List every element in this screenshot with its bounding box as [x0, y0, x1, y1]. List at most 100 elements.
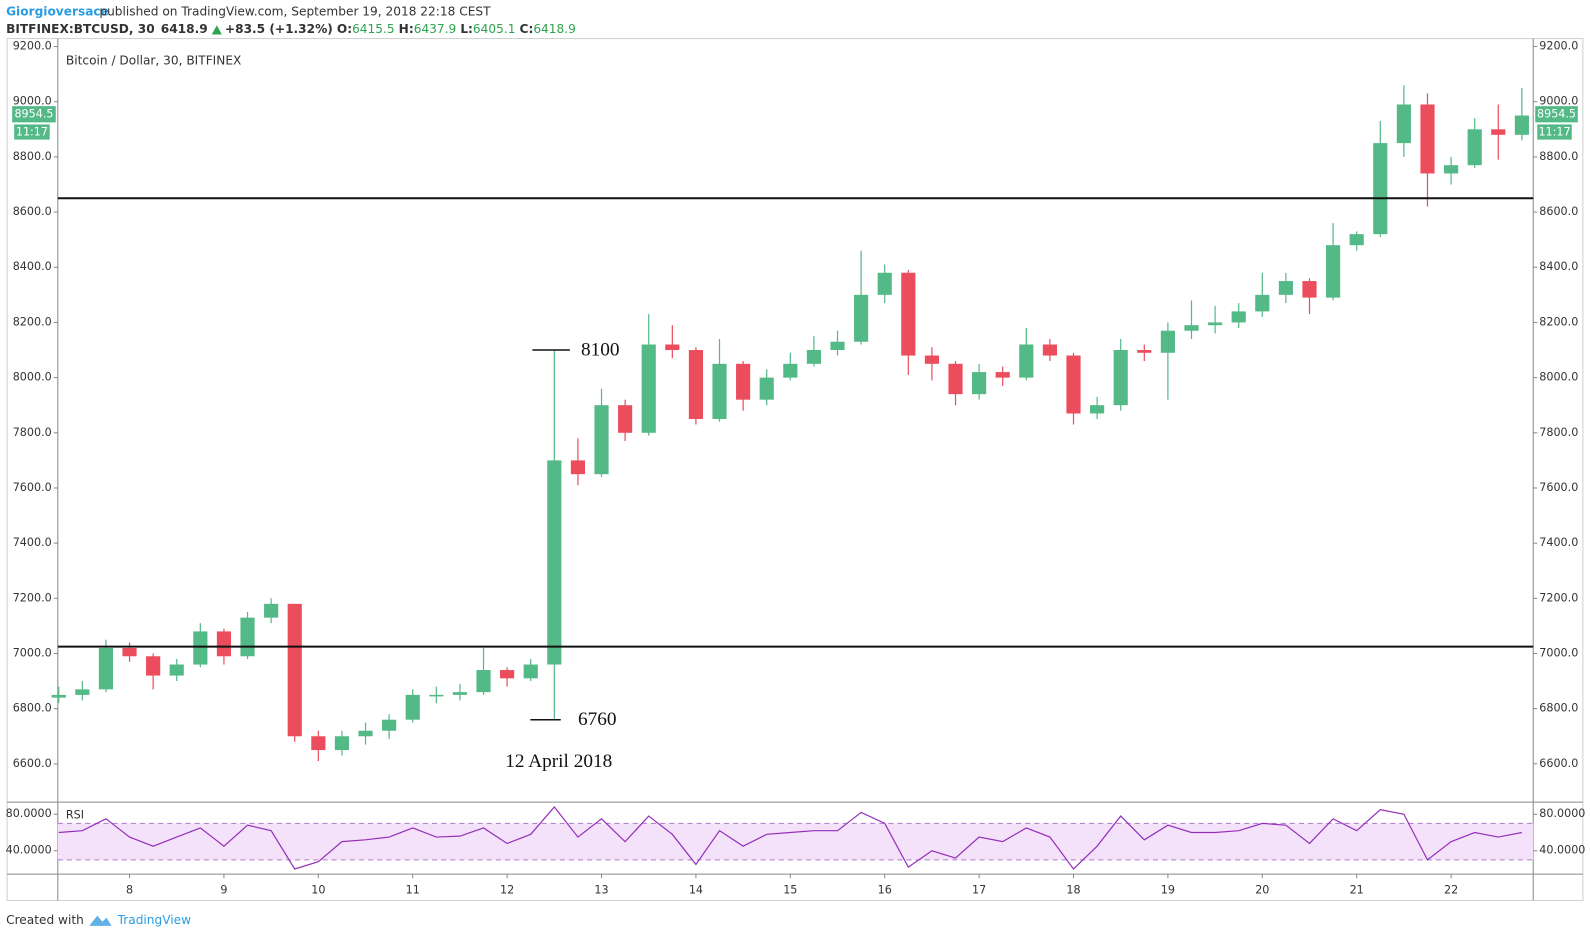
candle-body [264, 603, 279, 618]
footer-logo [89, 915, 112, 926]
quote-value: 6405.1 [473, 22, 516, 36]
published: published on TradingView.com, September … [99, 5, 491, 19]
candle-body [1514, 115, 1529, 135]
x-tick-label: 21 [1350, 883, 1364, 896]
annotation-label: 8100 [581, 339, 620, 360]
quote-value: 6437.9 [414, 22, 457, 36]
y-tick-label: 7200.0 [1539, 591, 1578, 604]
y-tick-label: 7000.0 [13, 646, 52, 659]
x-tick-label: 22 [1444, 883, 1458, 896]
y-tick-label: 6600.0 [13, 757, 52, 770]
candle-body [1090, 405, 1105, 414]
y-tick-label: 7200.0 [13, 591, 52, 604]
y-tick-label: 8000.0 [13, 371, 52, 384]
candle-body [901, 272, 916, 356]
x-tick-label: 9 [220, 883, 227, 896]
y-tick-label: 7600.0 [1539, 481, 1578, 494]
date-label: 12 April 2018 [505, 751, 612, 772]
candle-body [75, 689, 90, 695]
countdown-label: 11:17 [16, 126, 48, 139]
frame [6, 38, 1584, 901]
change: +83.5 (+1.32%) [225, 22, 333, 36]
x-tick-label: 12 [500, 883, 514, 896]
annotation-label: 6760 [578, 709, 617, 730]
rsi-tick-label: 40.0000 [1539, 844, 1585, 857]
candle-body [216, 631, 232, 657]
footer-created: Created with [6, 913, 84, 927]
candle-body [476, 670, 491, 693]
y-tick-label: 9000.0 [1539, 95, 1578, 108]
candle-body [1278, 281, 1293, 295]
candle-body [334, 736, 350, 751]
y-tick-label: 7400.0 [13, 536, 52, 549]
x-tick-label: 10 [311, 883, 325, 896]
y-tick-label: 7800.0 [13, 426, 52, 439]
candle-body [783, 363, 798, 378]
y-tick-label: 7800.0 [1539, 426, 1578, 439]
candle-body [169, 664, 184, 676]
candle-body [948, 363, 963, 395]
candle-body [429, 694, 444, 697]
candle-body [1326, 245, 1341, 298]
candle-body [358, 730, 373, 737]
quote-key: L: [460, 22, 473, 36]
quote-key: C: [520, 22, 534, 36]
candle-body [1255, 294, 1270, 312]
candle-body [1444, 165, 1459, 174]
x-tick-label: 14 [689, 883, 703, 896]
author[interactable]: Giorgioversace [6, 5, 109, 19]
footer-brand[interactable]: TradingView [117, 913, 192, 927]
symbol: BITFINEX:BTCUSD, 30 [6, 22, 155, 36]
last-price: 6418.9 [161, 22, 208, 36]
countdown-tag [1537, 124, 1572, 140]
candle-body [51, 694, 66, 698]
candle-body [523, 664, 538, 679]
candle-body [1066, 355, 1081, 414]
candle-body [712, 363, 727, 419]
rsi-tick-label: 80.0000 [6, 807, 52, 820]
y-tick-label: 7000.0 [1539, 646, 1578, 659]
candle-body [193, 631, 208, 665]
x-tick-label: 15 [783, 883, 797, 896]
y-tick-label: 7400.0 [1539, 536, 1578, 549]
candle-body [1420, 104, 1435, 174]
price-tag [12, 106, 56, 123]
candle-body [1113, 350, 1128, 406]
x-tick-label: 17 [972, 883, 986, 896]
candle-body [1349, 234, 1364, 246]
rsi-line [58, 805, 1523, 870]
candle-body [1467, 129, 1482, 166]
y-tick-label: 9200.0 [1539, 40, 1578, 53]
price-tag-label: 8954.5 [1537, 107, 1576, 120]
y-tick-label: 8800.0 [13, 150, 52, 163]
candle-body [972, 372, 987, 395]
candle-body [382, 719, 397, 731]
countdown-tag [14, 124, 50, 140]
x-tick-label: 19 [1161, 883, 1175, 896]
candle-body [98, 647, 114, 690]
y-tick-label: 8800.0 [1539, 150, 1578, 163]
candle-body [806, 350, 821, 364]
y-tick-label: 6600.0 [1539, 757, 1578, 770]
y-tick-label: 8400.0 [1539, 260, 1578, 273]
y-tick-label: 6800.0 [1539, 702, 1578, 715]
candle-body [995, 372, 1010, 378]
candle-body [1137, 350, 1152, 353]
candle-body [1491, 129, 1506, 135]
candle-body [736, 363, 751, 400]
rsi-label: RSI [66, 808, 84, 821]
candle-body [854, 294, 869, 342]
candle-body [1373, 143, 1388, 235]
candle-body [547, 460, 562, 665]
x-tick-label: 20 [1255, 883, 1269, 896]
rsi-band [57, 823, 1534, 860]
candle-body [594, 405, 609, 475]
rsi-tick-label: 40.0000 [6, 844, 52, 857]
quote-key: O: [337, 22, 352, 36]
y-tick-label: 8600.0 [13, 205, 52, 218]
x-tick-label: 11 [406, 883, 420, 896]
candle-body [146, 656, 161, 676]
y-tick-label: 7600.0 [13, 481, 52, 494]
